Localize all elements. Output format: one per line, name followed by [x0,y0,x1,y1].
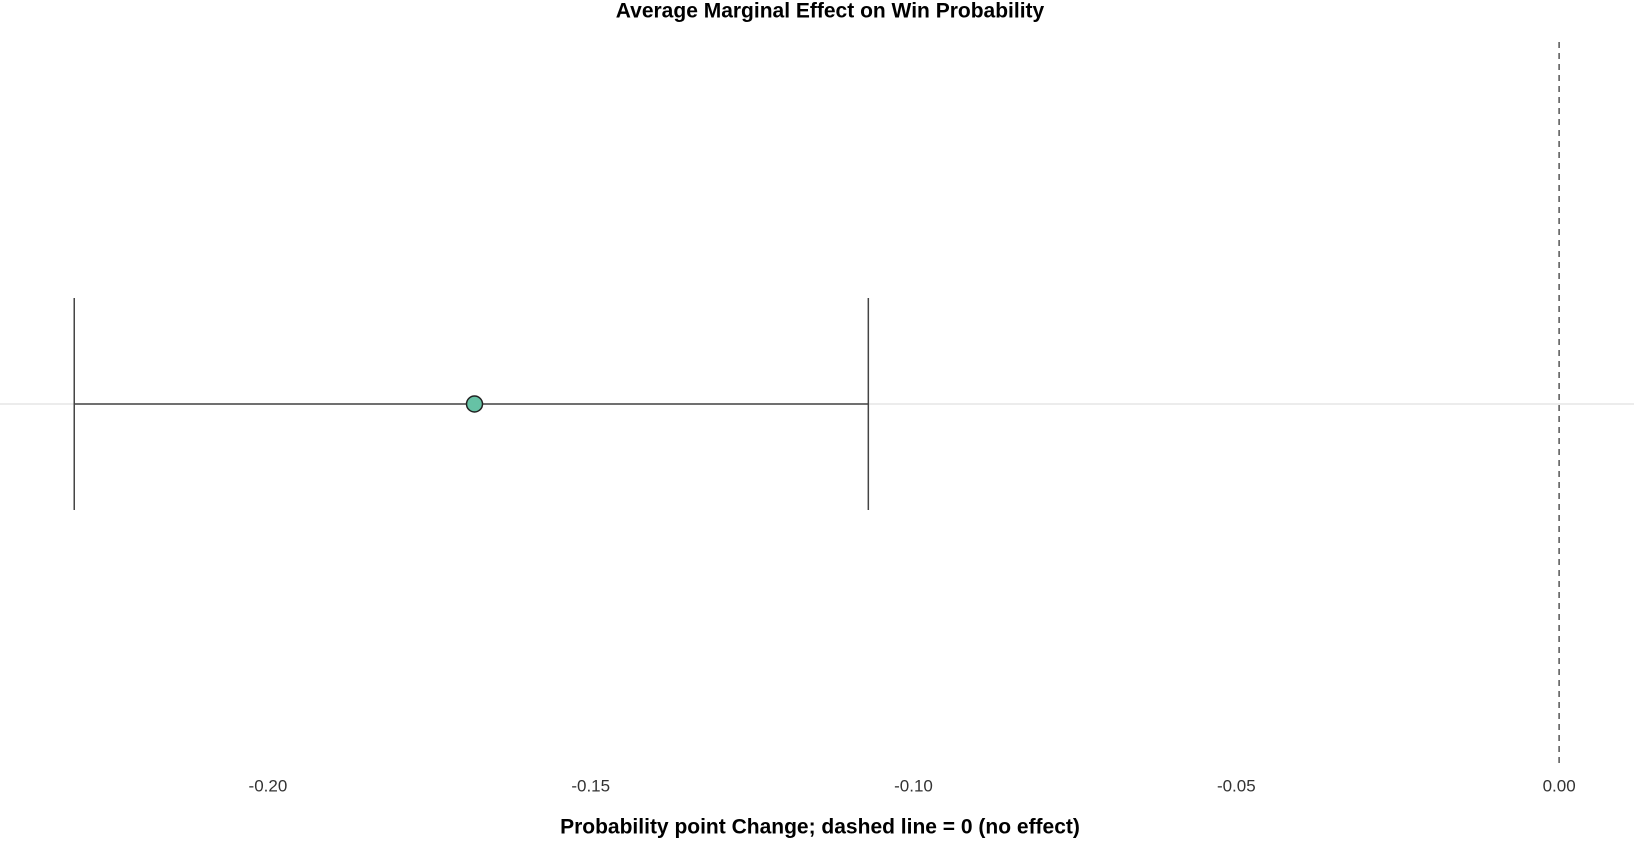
chart-title: Average Marginal Effect on Win Probabili… [616,0,1045,23]
x-tick-label: 0.00 [1543,776,1576,795]
point-estimate [465,395,484,413]
x-axis-label: Probability point Change; dashed line = … [560,816,1080,839]
x-tick-label: -0.15 [571,776,610,795]
x-tick-label: -0.20 [249,776,288,795]
x-tick-label: -0.05 [1217,776,1256,795]
x-tick-label: -0.10 [894,776,933,795]
